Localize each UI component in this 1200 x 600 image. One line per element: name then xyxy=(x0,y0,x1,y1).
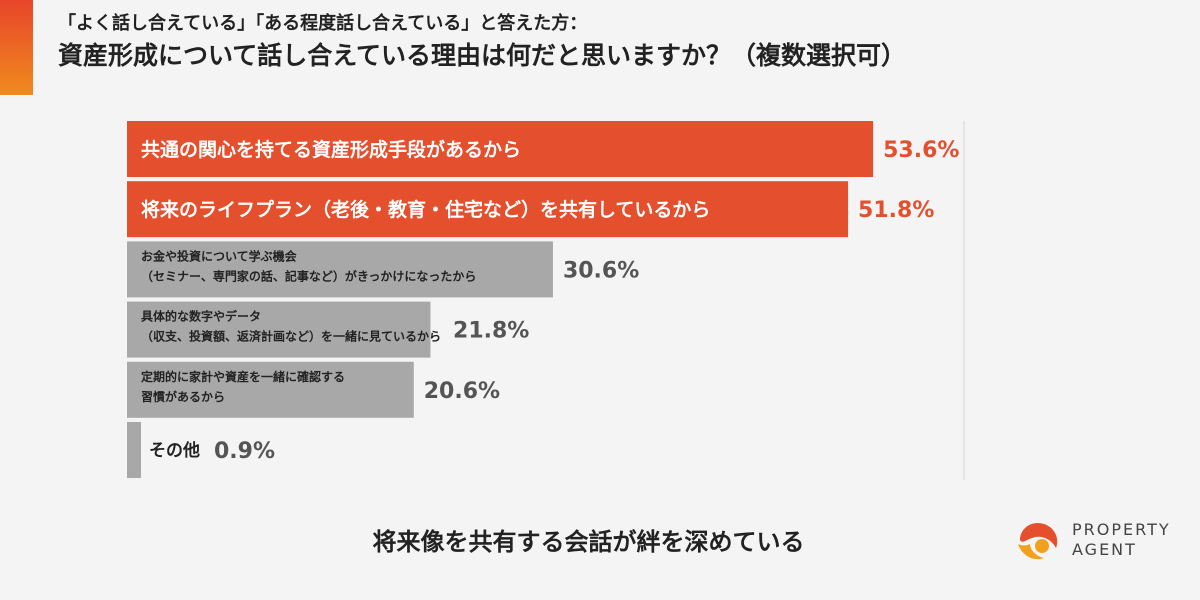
accent-bar xyxy=(0,0,33,95)
value-label-1: 53.6% xyxy=(883,138,959,163)
chart-subtitle: 「よく話し合えている」「ある程度話し合えている」と答えた方： xyxy=(58,13,588,34)
bar-4 xyxy=(127,301,431,358)
category-label-4-line1: 具体的な数字やデータ xyxy=(141,309,261,324)
logo-text-line2: AGENT xyxy=(1072,540,1137,559)
bar-3 xyxy=(127,241,553,298)
bar-6 xyxy=(127,422,141,478)
bar-2 xyxy=(127,181,849,238)
category-label-3-line2: （セミナー、専門家の話、記事など）がきっかけになったから xyxy=(141,268,476,283)
value-label-3: 30.6% xyxy=(563,258,639,283)
value-label-6: 0.9% xyxy=(214,439,275,464)
category-label-3-line1: お金や投資について学ぶ機会 xyxy=(141,248,298,263)
bar-5 xyxy=(127,361,414,418)
category-label-5-line1: 定期的に家計や資産を一緒に確認する xyxy=(141,369,345,384)
value-label-2: 51.8% xyxy=(858,198,934,223)
category-label-6: その他 xyxy=(149,440,200,461)
bar-1 xyxy=(127,121,874,177)
category-label-4-line2: （収支、投資額、返済計画など）を一緒に見ているから xyxy=(141,329,441,344)
category-label-2: 将来のライフプラン（老後・教育・住宅など）を共有しているから xyxy=(141,198,710,221)
property-agent-logo-icon xyxy=(1018,522,1058,560)
chart-title: 資産形成について話し合えている理由は何だと思いますか？（複数選択可） xyxy=(58,41,907,70)
value-label-4: 21.8% xyxy=(453,319,529,344)
footer-caption: 将来像を共有する会話が絆を深めている xyxy=(372,528,805,556)
header: 「よく話し合えている」「ある程度話し合えている」と答えた方： 資産形成について話… xyxy=(58,12,906,74)
category-label-1: 共通の関心を持てる資産形成手段があるから xyxy=(141,138,521,161)
value-label-5: 20.6% xyxy=(424,379,500,404)
category-label-5-line2: 習慣があるから xyxy=(141,389,225,404)
property-agent-logo: PROPERTY AGENT xyxy=(1012,516,1182,564)
logo-text-line1: PROPERTY xyxy=(1072,520,1171,539)
